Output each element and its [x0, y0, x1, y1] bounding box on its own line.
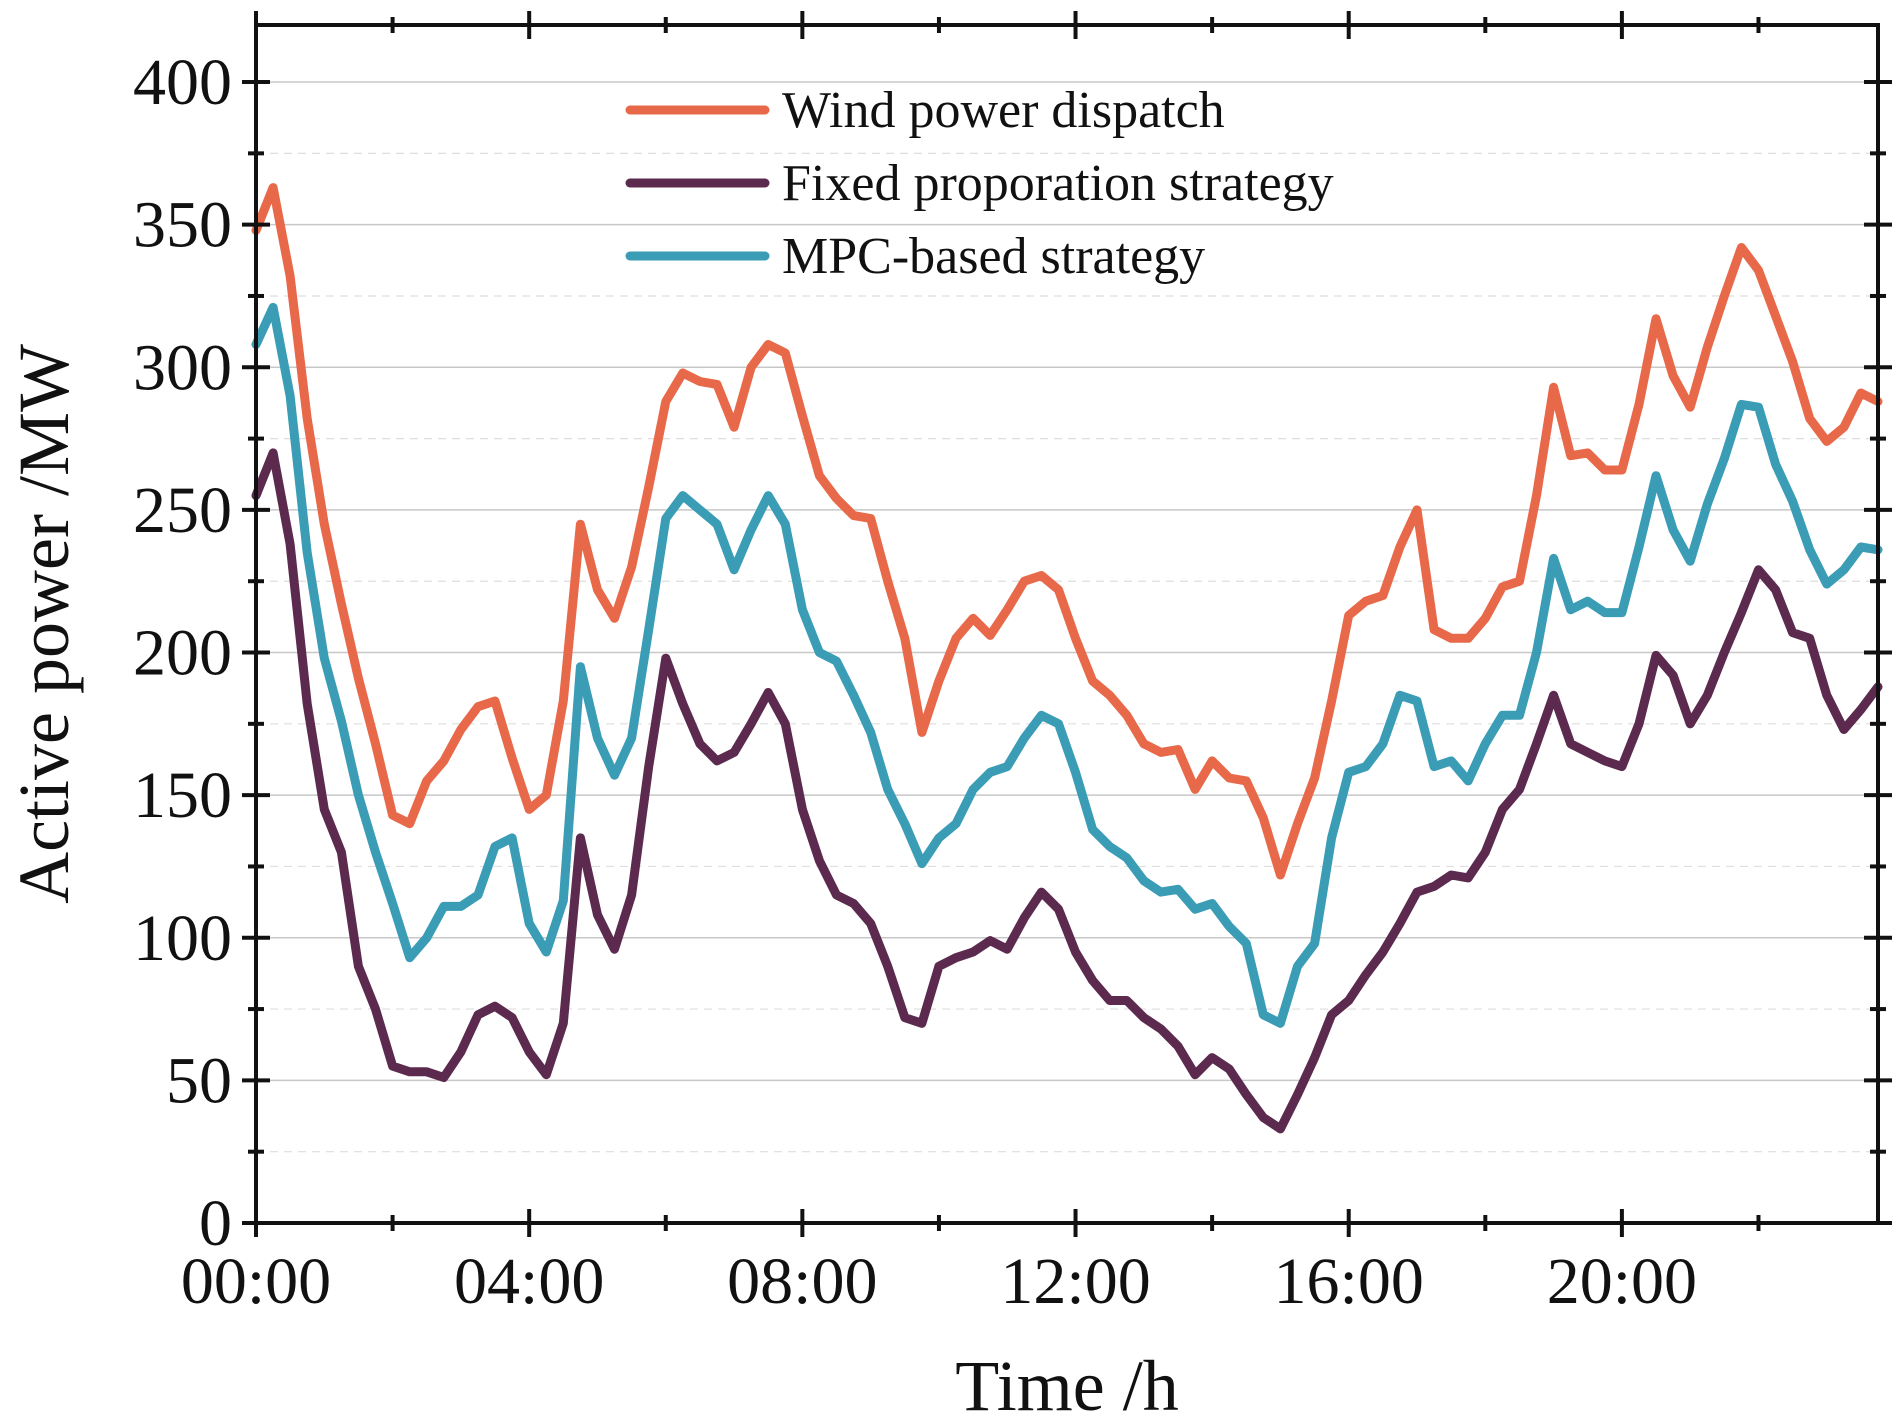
gridlines — [256, 81, 1878, 1153]
y-tick-label: 300 — [133, 331, 232, 404]
x-axis-title: Time /h — [955, 1346, 1178, 1425]
x-tick-label: 20:00 — [1547, 1245, 1697, 1318]
x-tick-label: 08:00 — [727, 1245, 877, 1318]
axis-ticks — [242, 11, 1892, 1237]
x-tick-label: 00:00 — [181, 1245, 331, 1318]
legend-label-2: Fixed proporation strategy — [782, 155, 1334, 212]
y-tick-label: 100 — [133, 902, 232, 975]
y-axis-title: Active power /MW — [4, 344, 84, 904]
x-axis-tick-labels: 00:00 04:00 08:00 12:00 16:00 20:00 — [181, 1245, 1697, 1318]
y-tick-label: 250 — [133, 474, 232, 547]
y-tick-label: 150 — [133, 759, 232, 832]
x-tick-label: 04:00 — [454, 1245, 604, 1318]
y-tick-label: 50 — [166, 1044, 232, 1117]
y-tick-label: 350 — [133, 189, 232, 262]
x-tick-label: 16:00 — [1274, 1245, 1424, 1318]
y-tick-label: 400 — [133, 46, 232, 119]
legend-label-1: Wind power dispatch — [782, 82, 1225, 139]
series-line-2 — [251, 448, 1883, 1134]
series-line-1 — [251, 183, 1883, 880]
legend-label-3: MPC-based strategy — [782, 228, 1205, 285]
series-line-3 — [251, 302, 1883, 1028]
x-tick-label: 12:00 — [1000, 1245, 1150, 1318]
y-tick-label: 200 — [133, 617, 232, 690]
legend: Wind power dispatch Fixed proporation str… — [625, 82, 1334, 285]
plot-frame — [254, 23, 1880, 1225]
y-tick-label: 0 — [199, 1187, 232, 1260]
y-axis-tick-labels: 0 50 100 150 200 250 300 350 400 — [133, 46, 232, 1260]
data-series — [251, 183, 1883, 1134]
